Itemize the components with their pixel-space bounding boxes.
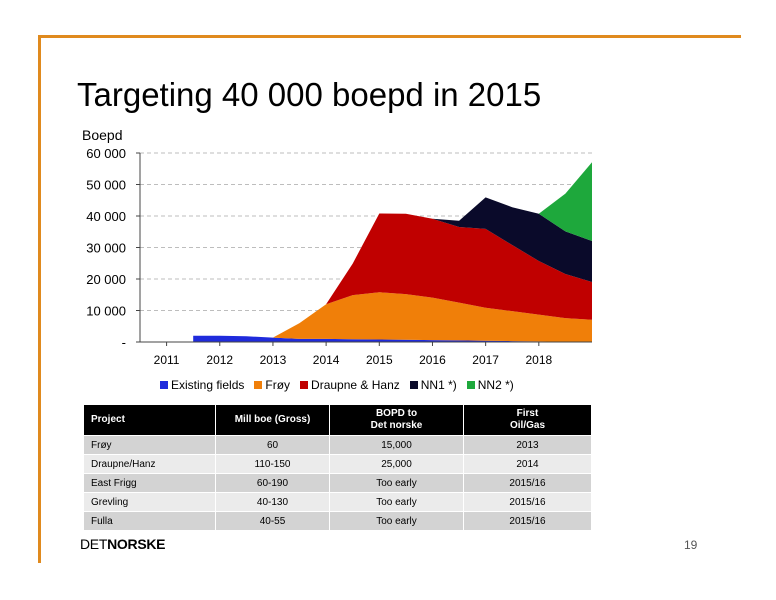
legend-item: NN2 *): [466, 378, 514, 392]
y-tick-label: 40 000: [86, 209, 126, 224]
table-row: Frøy 60 15,000 2013: [84, 435, 592, 455]
top-border: [38, 35, 741, 38]
y-tick-label: 50 000: [86, 178, 126, 193]
cell-mill-boe: 40-55: [215, 511, 330, 530]
cell-first-oil: 2015/16: [463, 492, 592, 512]
legend-item: NN1 *): [409, 378, 457, 392]
table-row: Fulla 40-55 Too early 2015/16: [84, 511, 592, 530]
cell-mill-boe: 110-150: [215, 454, 330, 474]
area-draupne-hanz: [193, 213, 592, 338]
table-header-row: Project Mill boe (Gross) BOPD to Det nor…: [84, 405, 592, 436]
cell-mill-boe: 60: [215, 435, 330, 455]
legend-swatch: [409, 381, 418, 389]
cell-first-oil: 2015/16: [463, 511, 592, 530]
legend-swatch: [160, 381, 168, 389]
cell-mill-boe: 60-190: [215, 473, 330, 493]
legend-label: Draupne & Hanz: [311, 378, 400, 392]
cell-first-oil: 2013: [463, 435, 592, 455]
x-tick-label: 2018: [525, 353, 552, 367]
area-nn1: [193, 197, 592, 338]
header-bopd: BOPD to Det norske: [329, 405, 464, 436]
area-fr-y: [193, 292, 592, 342]
area-existing-fields: [193, 335, 592, 342]
header-project: Project: [84, 405, 216, 436]
y-tick-label: 30 000: [86, 241, 126, 256]
left-border: [38, 35, 41, 563]
cell-bopd: Too early: [329, 473, 464, 493]
cell-project: Fulla: [84, 511, 216, 530]
cell-mill-boe: 40-130: [215, 492, 330, 512]
table-row: Draupne/Hanz 110-150 25,000 2014: [84, 454, 592, 474]
cell-project: Draupne/Hanz: [84, 454, 216, 474]
slide-title: Targeting 40 000 boepd in 2015: [77, 76, 542, 113]
legend-label: NN2 *): [477, 378, 514, 392]
legend-item: Existing fields: [160, 378, 244, 392]
header-first-oil: First Oil/Gas: [463, 405, 592, 436]
table-row: East Frigg 60-190 Too early 2015/16: [84, 473, 592, 493]
legend-swatch: [466, 381, 475, 389]
cell-bopd: Too early: [329, 511, 464, 530]
cell-project: Grevling: [84, 492, 216, 512]
project-table: Project Mill boe (Gross) BOPD to Det nor…: [84, 405, 592, 530]
cell-project: Frøy: [84, 435, 216, 455]
legend-item: Draupne & Hanz: [300, 378, 400, 392]
cell-first-oil: 2015/16: [463, 473, 592, 493]
y-tick-label: 60 000: [86, 146, 126, 161]
x-tick-label: 2013: [260, 353, 287, 367]
cell-bopd: 25,000: [329, 454, 464, 474]
legend-label: Frøy: [265, 378, 291, 392]
y-tick-label: 20 000: [86, 272, 126, 287]
legend-item: Frøy: [254, 378, 290, 392]
y-tick-label: 10 000: [86, 304, 126, 319]
x-tick-label: 2015: [366, 353, 393, 367]
header-mill-boe: Mill boe (Gross): [215, 405, 330, 436]
legend-label: NN1 *): [420, 378, 457, 392]
legend-label: Existing fields: [171, 378, 245, 392]
table-row: Grevling 40-130 Too early 2015/16: [84, 492, 592, 512]
x-tick-label: 2014: [313, 353, 340, 367]
x-tick-label: 2012: [206, 353, 233, 367]
company-logo: DETNORSKE: [80, 536, 166, 552]
x-tick-label: 2016: [419, 353, 446, 367]
cell-bopd: Too early: [329, 492, 464, 512]
cell-first-oil: 2014: [463, 454, 592, 474]
page-number: 19: [684, 538, 698, 552]
legend-swatch: [300, 381, 309, 389]
cell-bopd: 15,000: [329, 435, 464, 455]
y-axis-label: Boepd: [82, 127, 123, 143]
legend-swatch: [254, 381, 263, 389]
y-tick-label: -: [122, 335, 126, 350]
cell-project: East Frigg: [84, 473, 216, 493]
x-tick-label: 2017: [472, 353, 499, 367]
area-chart: - 10 000 20 000 30 000 40 000 50 000 60 000 201…: [86, 146, 592, 367]
x-tick-label: 2011: [154, 353, 180, 367]
chart-legend: Existing fields Frøy Draupne & Hanz NN1 *) N…: [160, 378, 514, 392]
